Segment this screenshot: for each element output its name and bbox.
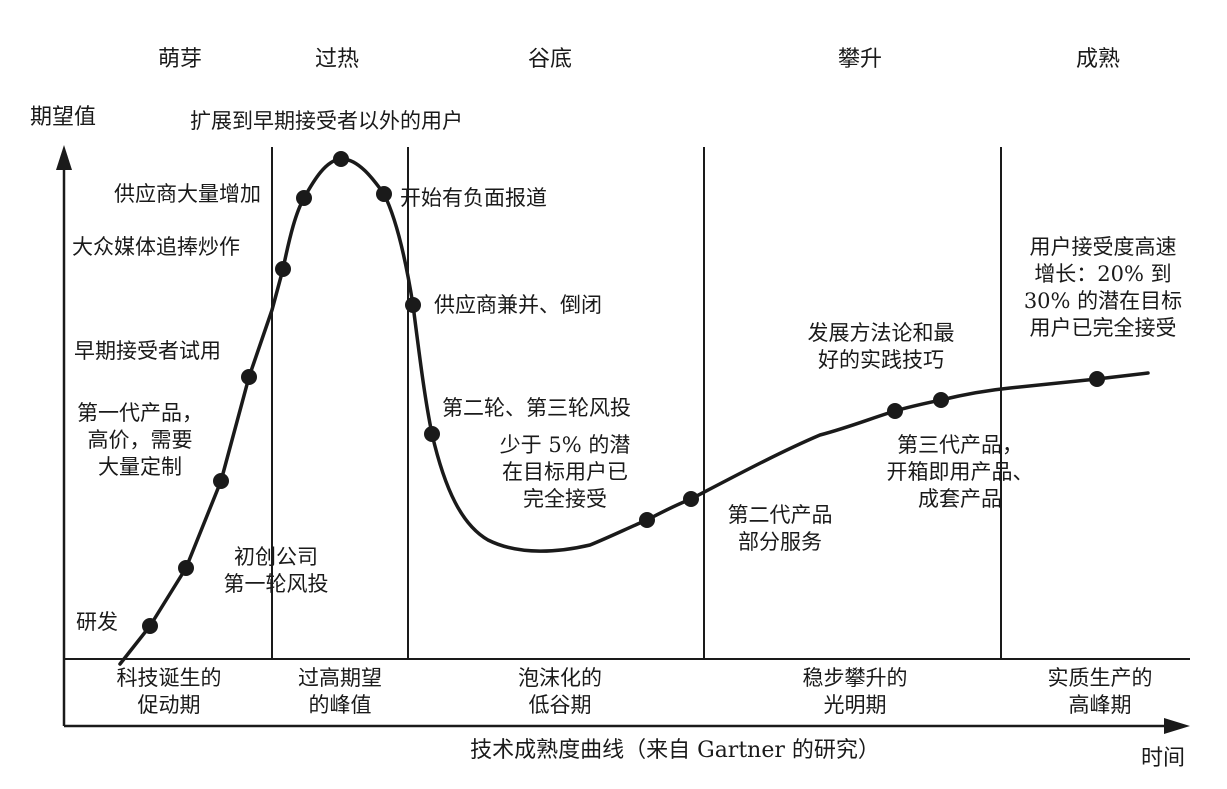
point-methodology-a	[887, 403, 903, 419]
x-axis-arrow	[1164, 718, 1190, 734]
annotation-vc-rounds: 第二轮、第三轮风投	[442, 396, 631, 420]
point-gen1	[213, 473, 229, 489]
point-less-than-5	[639, 512, 655, 528]
annotation-gen1: 第一代产品， 高价，需要 大量定制	[77, 401, 203, 479]
y-axis-arrow	[56, 145, 72, 170]
phase-top-1: 萌芽	[157, 47, 202, 72]
point-methodology-b	[933, 392, 949, 408]
annotation-early-trial: 早期接受者试用	[74, 339, 221, 363]
x-axis-label: 时间	[1141, 746, 1186, 771]
point-consolidation	[405, 297, 421, 313]
point-peak	[333, 151, 349, 167]
phase-bottom-5: 实质生产的 高峰期	[1047, 666, 1153, 717]
annotation-startups: 初创公司 第一轮风投	[223, 545, 329, 596]
annotation-rd: 研发	[76, 610, 118, 634]
point-rd	[142, 618, 158, 634]
annotation-less-than-5: 少于 5% 的潜 在目标用户已 完全接受	[499, 433, 631, 511]
phase-top-2: 过热	[314, 47, 359, 72]
point-negative-press	[376, 186, 392, 202]
point-suppliers-increase	[296, 190, 312, 206]
annotation-beyond-early: 扩展到早期接受者以外的用户	[190, 109, 463, 133]
phase-bottom-1: 科技诞生的 促动期	[116, 666, 222, 717]
point-high-growth	[1089, 371, 1105, 387]
annotation-high-growth: 用户接受度高速 增长：20% 到 30% 的潜在目标 用户已完全接受	[1023, 235, 1183, 340]
annotation-negative-press: 开始有负面报道	[400, 186, 547, 210]
point-media-hype	[275, 261, 291, 277]
phase-bottom-3: 泡沫化的 低谷期	[518, 666, 602, 717]
annotation-media-hype: 大众媒体追捧炒作	[72, 235, 240, 259]
phase-top-3: 谷底	[527, 47, 572, 72]
phase-top-4: 攀升	[837, 47, 882, 72]
point-early-trial	[241, 369, 257, 385]
annotation-methodology: 发展方法论和最 好的实践技巧	[807, 321, 955, 372]
point-gen2	[683, 491, 699, 507]
annotation-suppliers-increase: 供应商大量增加	[114, 182, 261, 206]
annotation-consolidation: 供应商兼并、倒闭	[434, 293, 602, 317]
annotation-gen2: 第二代产品 部分服务	[727, 503, 833, 554]
point-vc-rounds	[424, 426, 440, 442]
phase-bottom-4: 稳步攀升的 光明期	[802, 666, 908, 717]
y-axis-label: 期望值	[30, 105, 97, 130]
phase-top-5: 成熟	[1075, 47, 1120, 72]
chart-caption: 技术成熟度曲线（来自 Gartner 的研究）	[470, 738, 880, 763]
annotation-gen3: 第三代产品， 开箱即用产品、 成套产品	[886, 433, 1034, 511]
phase-bottom-2: 过高期望 的峰值	[298, 666, 382, 717]
point-startups	[178, 560, 194, 576]
